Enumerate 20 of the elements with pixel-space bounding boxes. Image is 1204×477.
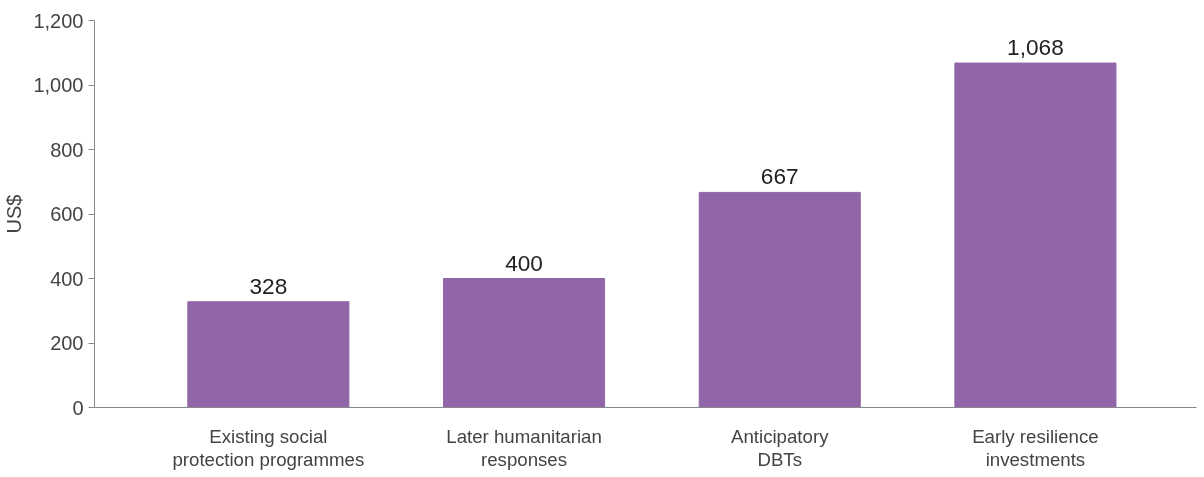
y-tick-label: 400 <box>50 267 84 290</box>
data-label: 400 <box>505 249 543 276</box>
x-tick-label: Early resilience investments <box>972 425 1099 470</box>
bar <box>698 191 861 408</box>
bar <box>954 62 1117 408</box>
x-tick-label: Anticipatory DBTs <box>731 425 830 470</box>
data-label: 328 <box>249 272 288 299</box>
y-axis-title: US$ <box>3 194 26 234</box>
y-tick-label: 600 <box>50 203 84 225</box>
y-tick-label: 0 <box>72 396 84 419</box>
y-tick-label: 800 <box>50 138 84 161</box>
data-label: 667 <box>760 163 799 190</box>
y-tick-label: 1,000 <box>33 74 84 96</box>
x-tick-label: Later humanitarian responses <box>446 425 602 470</box>
bar <box>443 278 606 408</box>
y-tick-label: 200 <box>50 332 84 354</box>
data-label: 1,068 <box>1007 34 1064 61</box>
bar <box>187 301 350 408</box>
x-tick-label: Existing social protection programmes <box>172 425 365 470</box>
y-tick-label: 1,200 <box>33 9 84 32</box>
